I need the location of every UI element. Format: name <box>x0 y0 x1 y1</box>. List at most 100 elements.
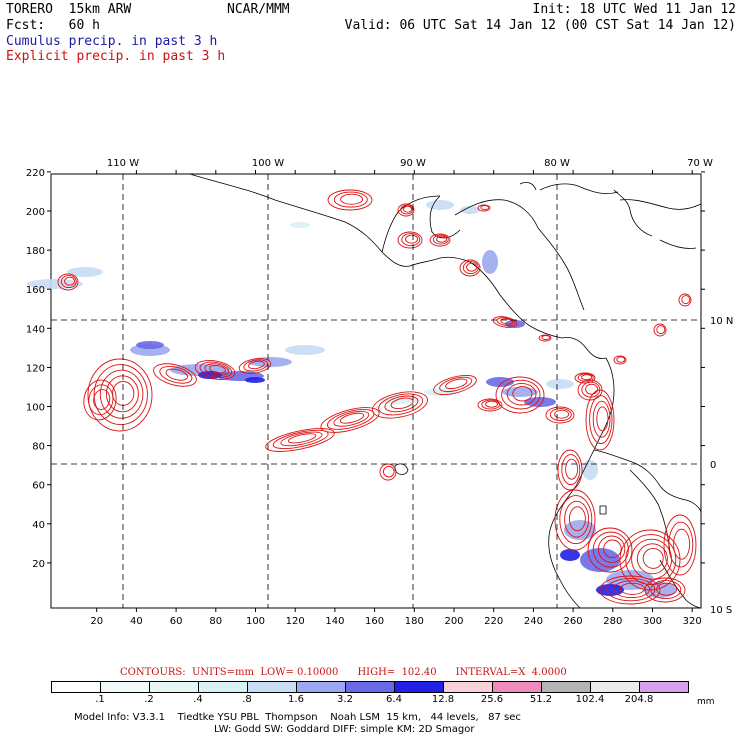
y-tick-label: 160 <box>26 285 45 296</box>
legend-label: 102.4 <box>575 694 605 705</box>
precip-contour <box>378 393 424 416</box>
precip-contour <box>280 431 323 447</box>
coastline-segment <box>189 173 471 267</box>
legend-label: 12.8 <box>431 694 455 705</box>
precip-contour <box>204 363 230 376</box>
x-tick-label: 280 <box>603 616 622 627</box>
precip-contour <box>678 293 692 307</box>
legend-label: .4 <box>193 694 203 705</box>
precip-contour <box>554 409 570 419</box>
precip-contour <box>238 358 272 374</box>
coastline-segment <box>454 199 539 229</box>
precip-contour <box>606 577 656 602</box>
coastline-segment <box>537 227 585 311</box>
precip-contour <box>87 358 153 432</box>
precip-contour <box>589 395 613 445</box>
forecast-hour: Fcst: 60 h <box>6 18 100 33</box>
precip-contour <box>495 376 545 414</box>
contour-info: CONTOURS: UNITS=mm LOW= 0.10000 HIGH= 10… <box>120 667 567 678</box>
precip-contour <box>681 295 691 305</box>
precip-contour <box>554 489 596 551</box>
cumulus-precip-cell <box>67 267 103 277</box>
precip-contour <box>613 580 651 599</box>
precip-contour <box>379 463 397 481</box>
precip-contour <box>333 410 370 427</box>
precip-contour <box>459 259 481 277</box>
precip-contour <box>656 325 666 335</box>
precip-contour <box>581 374 593 381</box>
precip-contour <box>585 383 599 395</box>
legend-swatch <box>149 681 199 693</box>
coastline-segment <box>575 357 615 487</box>
precip-contour <box>603 539 622 559</box>
precip-contour <box>339 412 365 424</box>
precip-contour <box>429 233 451 247</box>
legend-swatch <box>51 681 101 693</box>
cumulus-precip-cell <box>460 206 480 214</box>
precip-contour <box>574 372 596 384</box>
precip-contour <box>248 360 265 370</box>
lat-label: 10 S <box>710 605 732 616</box>
legend-label: 1.6 <box>288 694 304 705</box>
precip-contour <box>557 449 583 491</box>
precip-contour <box>272 429 329 450</box>
y-tick-label: 20 <box>32 559 45 570</box>
precip-contour <box>83 379 117 421</box>
precip-contour <box>480 205 490 211</box>
legend-swatch <box>247 681 297 693</box>
y-tick-label: 180 <box>26 246 45 257</box>
coastline-segment <box>629 469 671 553</box>
coastline-segment <box>429 195 461 239</box>
x-tick-label: 200 <box>444 616 463 627</box>
cumulus-precip-cell <box>482 250 498 274</box>
precip-contour <box>340 193 364 205</box>
precip-contour <box>585 389 615 451</box>
precip-contour <box>549 408 572 422</box>
precip-contour <box>538 334 552 342</box>
legend-swatch <box>541 681 591 693</box>
y-tick-label: 220 <box>26 168 45 179</box>
x-tick-label: 60 <box>170 616 183 627</box>
x-tick-label: 320 <box>683 616 702 627</box>
y-tick-label: 120 <box>26 363 45 374</box>
precip-contour <box>485 400 499 408</box>
field-label-cumulus: Cumulus precip. in past 3 h <box>6 34 218 49</box>
init-time: Init: 18 UTC Wed 11 Jan 12 <box>532 2 737 17</box>
precip-contour <box>636 543 668 575</box>
legend-swatch <box>198 681 248 693</box>
cumulus-precip-cell <box>596 584 624 596</box>
precip-contour <box>243 359 269 372</box>
legend-labels: .1 .2 .4 .8 1.6 3.2 6.4 12.8 25.6 51.2 102.4 204.8 <box>51 694 740 706</box>
precip-contour <box>199 361 233 378</box>
lon-label: 90 W <box>400 158 426 169</box>
precip-contour <box>565 458 579 480</box>
precip-contour <box>653 323 667 337</box>
center-title: NCAR/MMM <box>227 2 290 17</box>
coastline-segment <box>548 485 581 609</box>
x-tick-label: 240 <box>524 616 543 627</box>
y-tick-label: 200 <box>26 207 45 218</box>
cumulus-precip-cell <box>285 345 325 355</box>
precip-contour <box>568 506 586 532</box>
cumulus-precip-cell <box>426 200 454 210</box>
coastline-segment <box>394 463 409 475</box>
precip-contour <box>466 262 478 272</box>
coastline-segment <box>619 199 702 210</box>
cumulus-precip-cell <box>27 279 83 289</box>
x-tick-label: 120 <box>286 616 305 627</box>
y-tick-label: 100 <box>26 403 45 414</box>
precip-contour <box>384 395 419 413</box>
cumulus-precip-cell <box>582 460 598 480</box>
x-tick-label: 300 <box>643 616 662 627</box>
precip-contour <box>405 234 419 244</box>
legend-swatch <box>590 681 640 693</box>
legend-label: 25.6 <box>480 694 504 705</box>
precip-contour <box>153 363 197 387</box>
lat-label: 0 <box>710 460 716 471</box>
lon-label: 70 W <box>687 158 713 169</box>
cumulus-precip-cell <box>524 397 556 407</box>
cumulus-precip-cell <box>560 549 580 561</box>
precip-contour <box>625 534 677 586</box>
precip-contour <box>64 276 76 286</box>
